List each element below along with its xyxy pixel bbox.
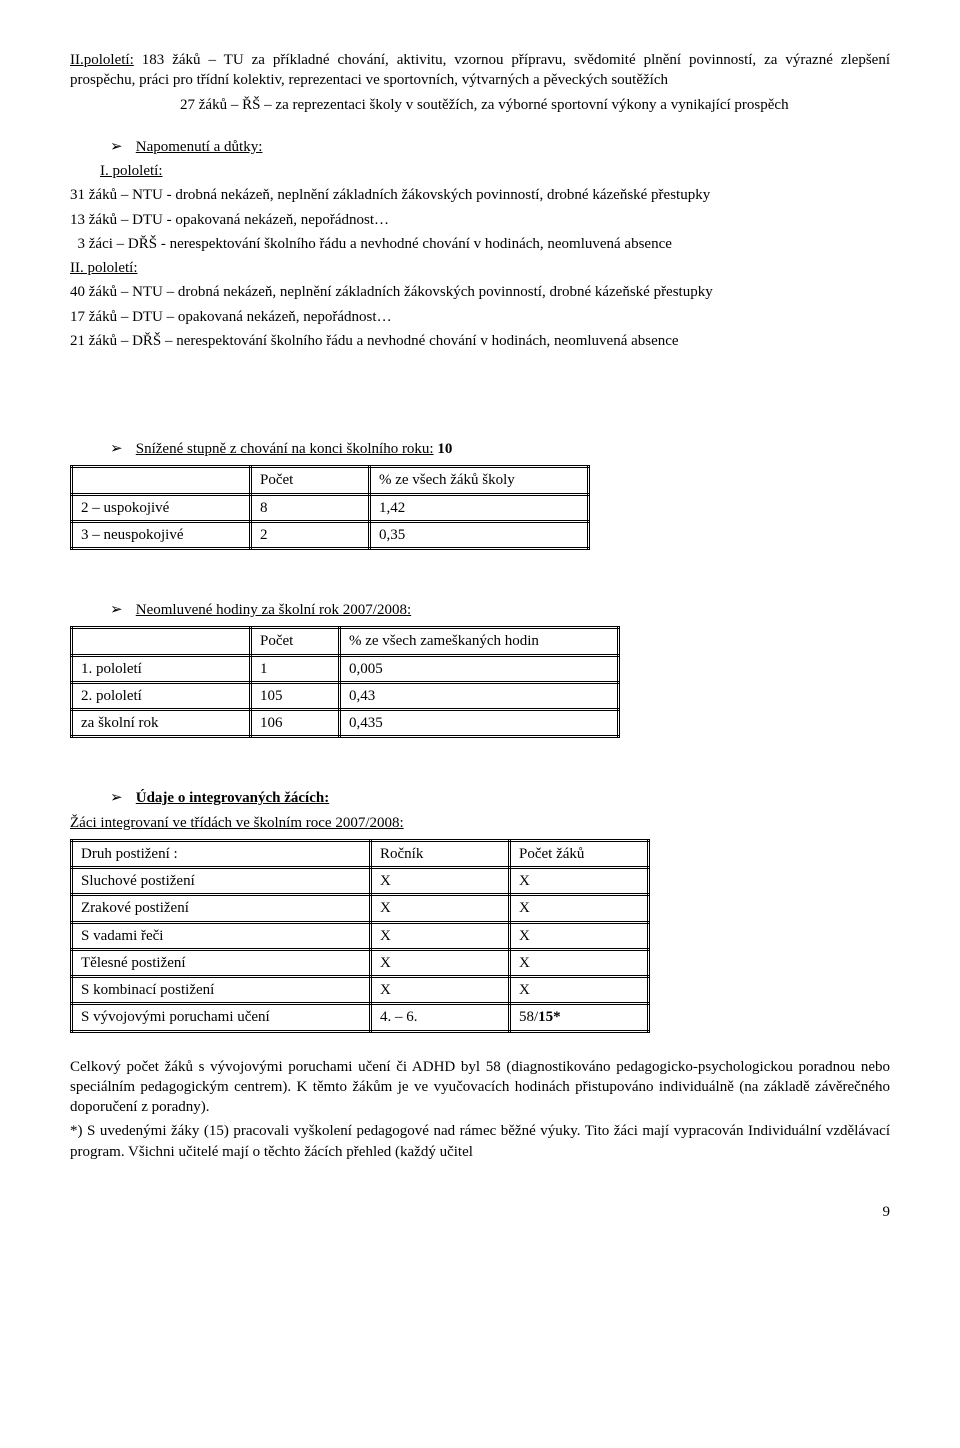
line-dtu-i: 13 žáků – DTU - opakovaná nekázeň, nepoř… <box>70 210 890 230</box>
para-lead: II.pololetí: <box>70 52 134 68</box>
table-row: 2. pololetí 105 0,43 <box>72 682 619 709</box>
table-row: Tělesné postižení X X <box>72 949 649 976</box>
line-ntu-ii: 40 žáků – NTU – drobná nekázeň, neplnění… <box>70 282 890 302</box>
arrow-icon: ➢ <box>110 600 132 620</box>
table-row: S kombinací postižení X X <box>72 977 649 1004</box>
ii-pololeti-label: II. pololetí: <box>70 260 138 276</box>
table-row: 2 – uspokojivé 8 1,42 <box>72 494 589 521</box>
cell-blank <box>72 467 251 494</box>
page-number: 9 <box>70 1202 890 1222</box>
table-row: Sluchové postižení X X <box>72 868 649 895</box>
table-row: S vývojovými poruchami učení 4. – 6. 58/… <box>72 1004 649 1031</box>
col-pct: % ze všech zameškaných hodin <box>340 628 619 655</box>
col-pocet: Počet <box>251 467 370 494</box>
line-drs-ii: 21 žáků – DŘŠ – nerespektování školního … <box>70 331 890 351</box>
arrow-icon: ➢ <box>110 137 132 157</box>
table-neomluvene: Počet % ze všech zameškaných hodin 1. po… <box>70 626 620 738</box>
heading-integrovani: ➢ Údaje o integrovaných žácích: <box>70 788 890 808</box>
table-integrovani: Druh postižení : Ročník Počet žáků Sluch… <box>70 839 650 1033</box>
sub-heading: Žáci integrovaní ve třídách ve školním r… <box>70 815 404 831</box>
heading-text: Neomluvené hodiny za školní rok 2007/200… <box>136 602 411 618</box>
col-pocet: Počet <box>251 628 340 655</box>
col-pct: % ze všech žáků školy <box>370 467 589 494</box>
table-row: S vadami řeči X X <box>72 922 649 949</box>
heading-napomenuti: ➢ Napomenutí a důtky: <box>70 137 890 157</box>
heading-neomluvene: ➢ Neomluvené hodiny za školní rok 2007/2… <box>70 600 890 620</box>
cell-blank <box>72 628 251 655</box>
table-row: 3 – neuspokojivé 2 0,35 <box>72 521 589 548</box>
footer-para-2: *) S uvedenými žáky (15) pracovali vyško… <box>70 1121 890 1162</box>
col-rocnik: Ročník <box>371 840 510 867</box>
para-indent: 27 žáků – ŘŠ – za reprezentaci školy v s… <box>70 95 890 115</box>
heading-bold: 10 <box>434 441 453 457</box>
table-row: 1. pololetí 1 0,005 <box>72 655 619 682</box>
table-row: za školní rok 106 0,435 <box>72 710 619 737</box>
para-ii-pololeti: II.pololetí: 183 žáků – TU za příkladné … <box>70 50 890 91</box>
table-row: Zrakové postižení X X <box>72 895 649 922</box>
heading-text: Údaje o integrovaných žácích: <box>136 790 329 806</box>
heading-text: Napomenutí a důtky: <box>136 139 263 155</box>
footer-para-1: Celkový počet žáků s vývojovými porucham… <box>70 1057 890 1118</box>
arrow-icon: ➢ <box>110 439 132 459</box>
para-rest: 183 žáků – TU za příkladné chování, akti… <box>70 52 890 88</box>
line-drs-i: 3 žáci – DŘŠ - nerespektování školního ř… <box>70 234 890 254</box>
line-ntu-i: 31 žáků – NTU - drobná nekázeň, neplnění… <box>70 185 890 205</box>
i-pololeti-label: I. pololetí: <box>100 163 163 179</box>
col-pocet-zaku: Počet žáků <box>510 840 649 867</box>
table-snizene: Počet % ze všech žáků školy 2 – uspokoji… <box>70 465 590 550</box>
heading-text: Snížené stupně z chování na konci školní… <box>136 441 434 457</box>
col-druh: Druh postižení : <box>72 840 371 867</box>
arrow-icon: ➢ <box>110 788 132 808</box>
heading-snizene: ➢ Snížené stupně z chování na konci škol… <box>70 439 890 459</box>
line-dtu-ii: 17 žáků – DTU – opakovaná nekázeň, nepoř… <box>70 307 890 327</box>
